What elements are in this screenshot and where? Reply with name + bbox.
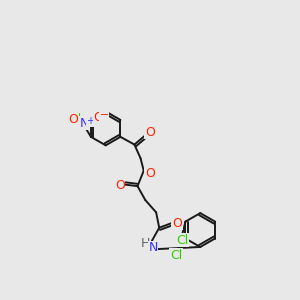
Text: N: N (80, 116, 89, 130)
Text: Cl: Cl (69, 113, 82, 126)
Text: H: H (141, 237, 150, 250)
Text: O: O (94, 111, 103, 124)
Text: N: N (148, 241, 158, 254)
Text: O: O (68, 113, 78, 126)
Text: −: − (99, 110, 109, 120)
Text: +: + (86, 116, 94, 127)
Text: O: O (115, 179, 124, 192)
Text: O: O (145, 126, 155, 139)
Text: Cl: Cl (170, 249, 182, 262)
Text: Cl: Cl (176, 233, 188, 247)
Text: O: O (145, 167, 155, 180)
Text: O: O (172, 217, 182, 230)
